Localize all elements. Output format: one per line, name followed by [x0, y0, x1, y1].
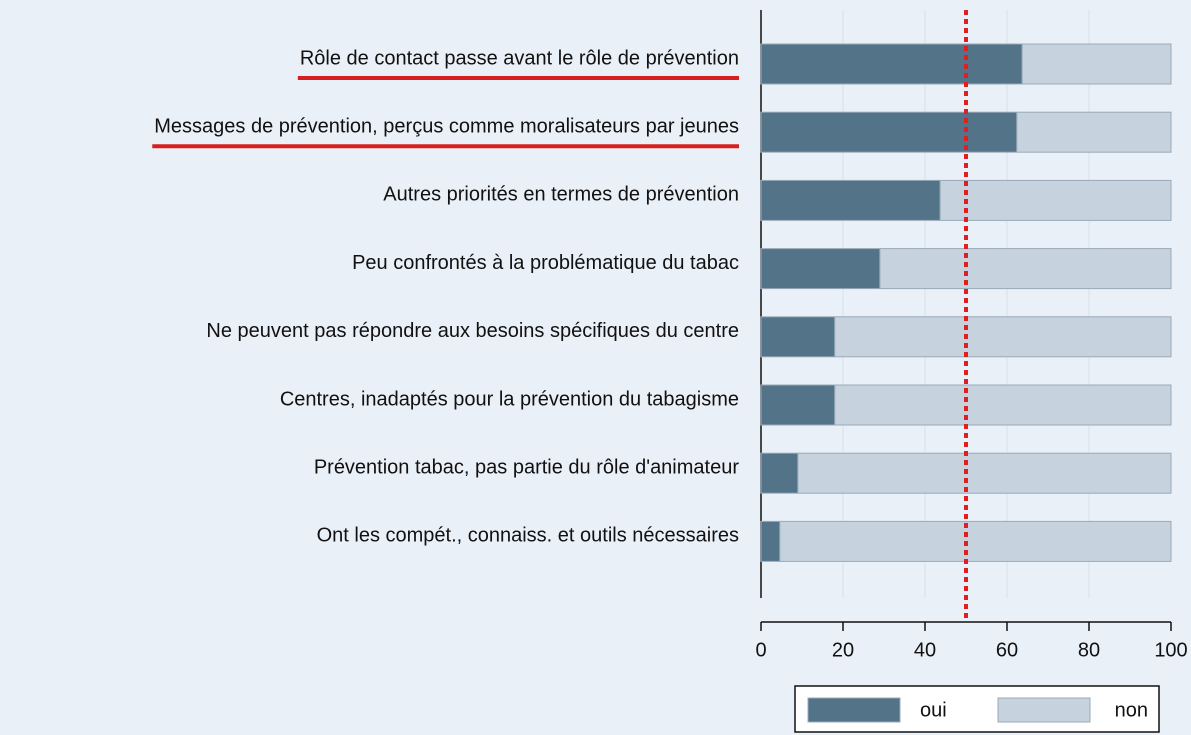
category-label: Ont les compét., connaiss. et outils néc…: [317, 525, 739, 547]
x-tick-label: 40: [914, 639, 936, 661]
x-tick-label: 0: [755, 639, 766, 661]
x-tick-label: 100: [1154, 639, 1187, 661]
category-label: Centres, inadaptés pour la prévention du…: [280, 388, 739, 410]
bar-segment: [834, 316, 1172, 358]
bar-segment: [760, 179, 941, 221]
category-label: Ne peuvent pas répondre aux besoins spéc…: [206, 320, 739, 342]
legend-label: oui: [920, 699, 947, 721]
bar-segment: [760, 384, 836, 426]
legend-swatch: [807, 697, 901, 723]
bar-segment: [760, 43, 1023, 85]
bar-segment: [760, 452, 799, 494]
legend-swatch: [997, 697, 1091, 723]
bar-segment: [834, 384, 1172, 426]
category-label: Messages de prévention, perçus comme mor…: [154, 115, 739, 137]
bar-segment: [760, 111, 1018, 153]
bar-segment: [760, 316, 836, 358]
x-tick-label: 20: [832, 639, 854, 661]
x-tick-label: 80: [1078, 639, 1100, 661]
bar-segment: [760, 248, 881, 290]
category-label: Autres priorités en termes de prévention: [383, 184, 739, 206]
bar-segment: [797, 452, 1172, 494]
bar-segment: [779, 520, 1172, 562]
category-label: Peu confrontés à la problématique du tab…: [352, 252, 739, 274]
bar-segment: [879, 248, 1172, 290]
bar-segment: [939, 179, 1172, 221]
bar-segment: [760, 520, 781, 562]
legend-label: non: [1115, 699, 1148, 721]
x-tick-label: 60: [996, 639, 1018, 661]
bar-segment: [1016, 111, 1172, 153]
category-label: Prévention tabac, pas partie du rôle d'a…: [314, 456, 740, 478]
category-label: Rôle de contact passe avant le rôle de p…: [300, 47, 739, 69]
bar-segment: [1021, 43, 1172, 85]
